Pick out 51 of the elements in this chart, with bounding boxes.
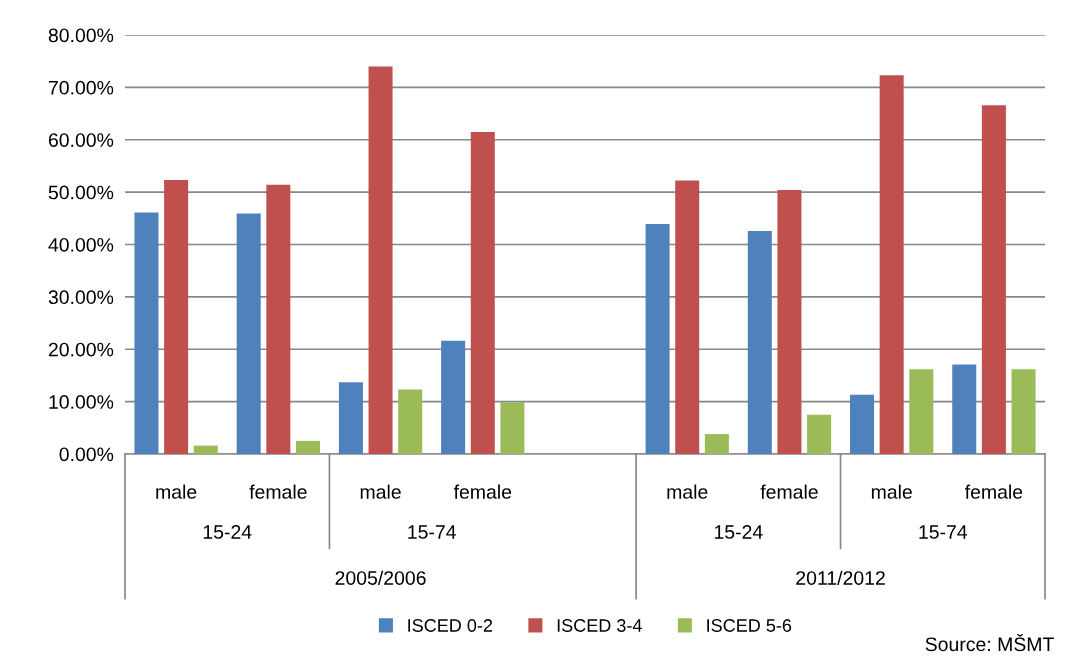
y-tick-label: 80.00% <box>48 28 114 43</box>
text: 2011/2012 <box>796 570 885 585</box>
bar <box>909 369 934 454</box>
source-note: Source: MŠMT <box>925 633 1054 652</box>
y-tick-label: 30.00% <box>48 290 114 305</box>
x-tick-label: male <box>871 484 912 499</box>
y-tick-label: 60.00% <box>48 133 114 147</box>
x-tick-label: female <box>760 484 818 499</box>
bar <box>675 180 700 454</box>
y-tick-label: 0.00% <box>59 447 114 462</box>
bar <box>398 389 423 454</box>
x-tick-label: male <box>156 484 197 499</box>
x-tick-label: female <box>249 484 307 499</box>
x-tick-label: male <box>667 484 708 499</box>
text: 2005/2006 <box>335 570 426 585</box>
text: 15-24 <box>203 525 252 539</box>
y-tick-label: 10.00% <box>49 395 114 409</box>
bar <box>368 66 393 454</box>
bar <box>1011 369 1036 454</box>
bar <box>470 131 495 454</box>
bar <box>193 445 218 454</box>
bar <box>441 340 466 454</box>
bar <box>879 75 904 454</box>
bar <box>850 394 875 454</box>
bar <box>338 382 363 454</box>
x-tick-label: female <box>453 484 512 499</box>
x-tick-label: male <box>360 484 401 499</box>
y-tick-label: 20.00% <box>48 342 114 357</box>
bar <box>134 212 159 454</box>
y-tick-label: 40.00% <box>48 237 114 252</box>
text: 15-24 <box>714 525 763 539</box>
bar <box>645 224 670 454</box>
bar <box>266 184 291 454</box>
bar <box>164 180 189 454</box>
bar <box>981 105 1006 454</box>
legend-label: ISCED 5-6 <box>707 619 792 632</box>
bar <box>952 364 977 454</box>
text: 15-74 <box>919 525 968 539</box>
bar <box>295 440 320 454</box>
bar <box>807 414 832 454</box>
bar <box>704 434 729 454</box>
legend-label: ISCED 0-2 <box>408 619 493 632</box>
bar <box>777 190 802 454</box>
x-tick-label: female <box>964 484 1023 499</box>
legend-label: ISCED 3-4 <box>557 619 642 632</box>
bar <box>747 230 772 454</box>
bar <box>236 213 261 454</box>
y-tick-label: 70.00% <box>48 80 114 95</box>
bar <box>500 402 525 454</box>
text: 15-74 <box>408 525 456 539</box>
y-tick-label: 50.00% <box>48 185 114 200</box>
